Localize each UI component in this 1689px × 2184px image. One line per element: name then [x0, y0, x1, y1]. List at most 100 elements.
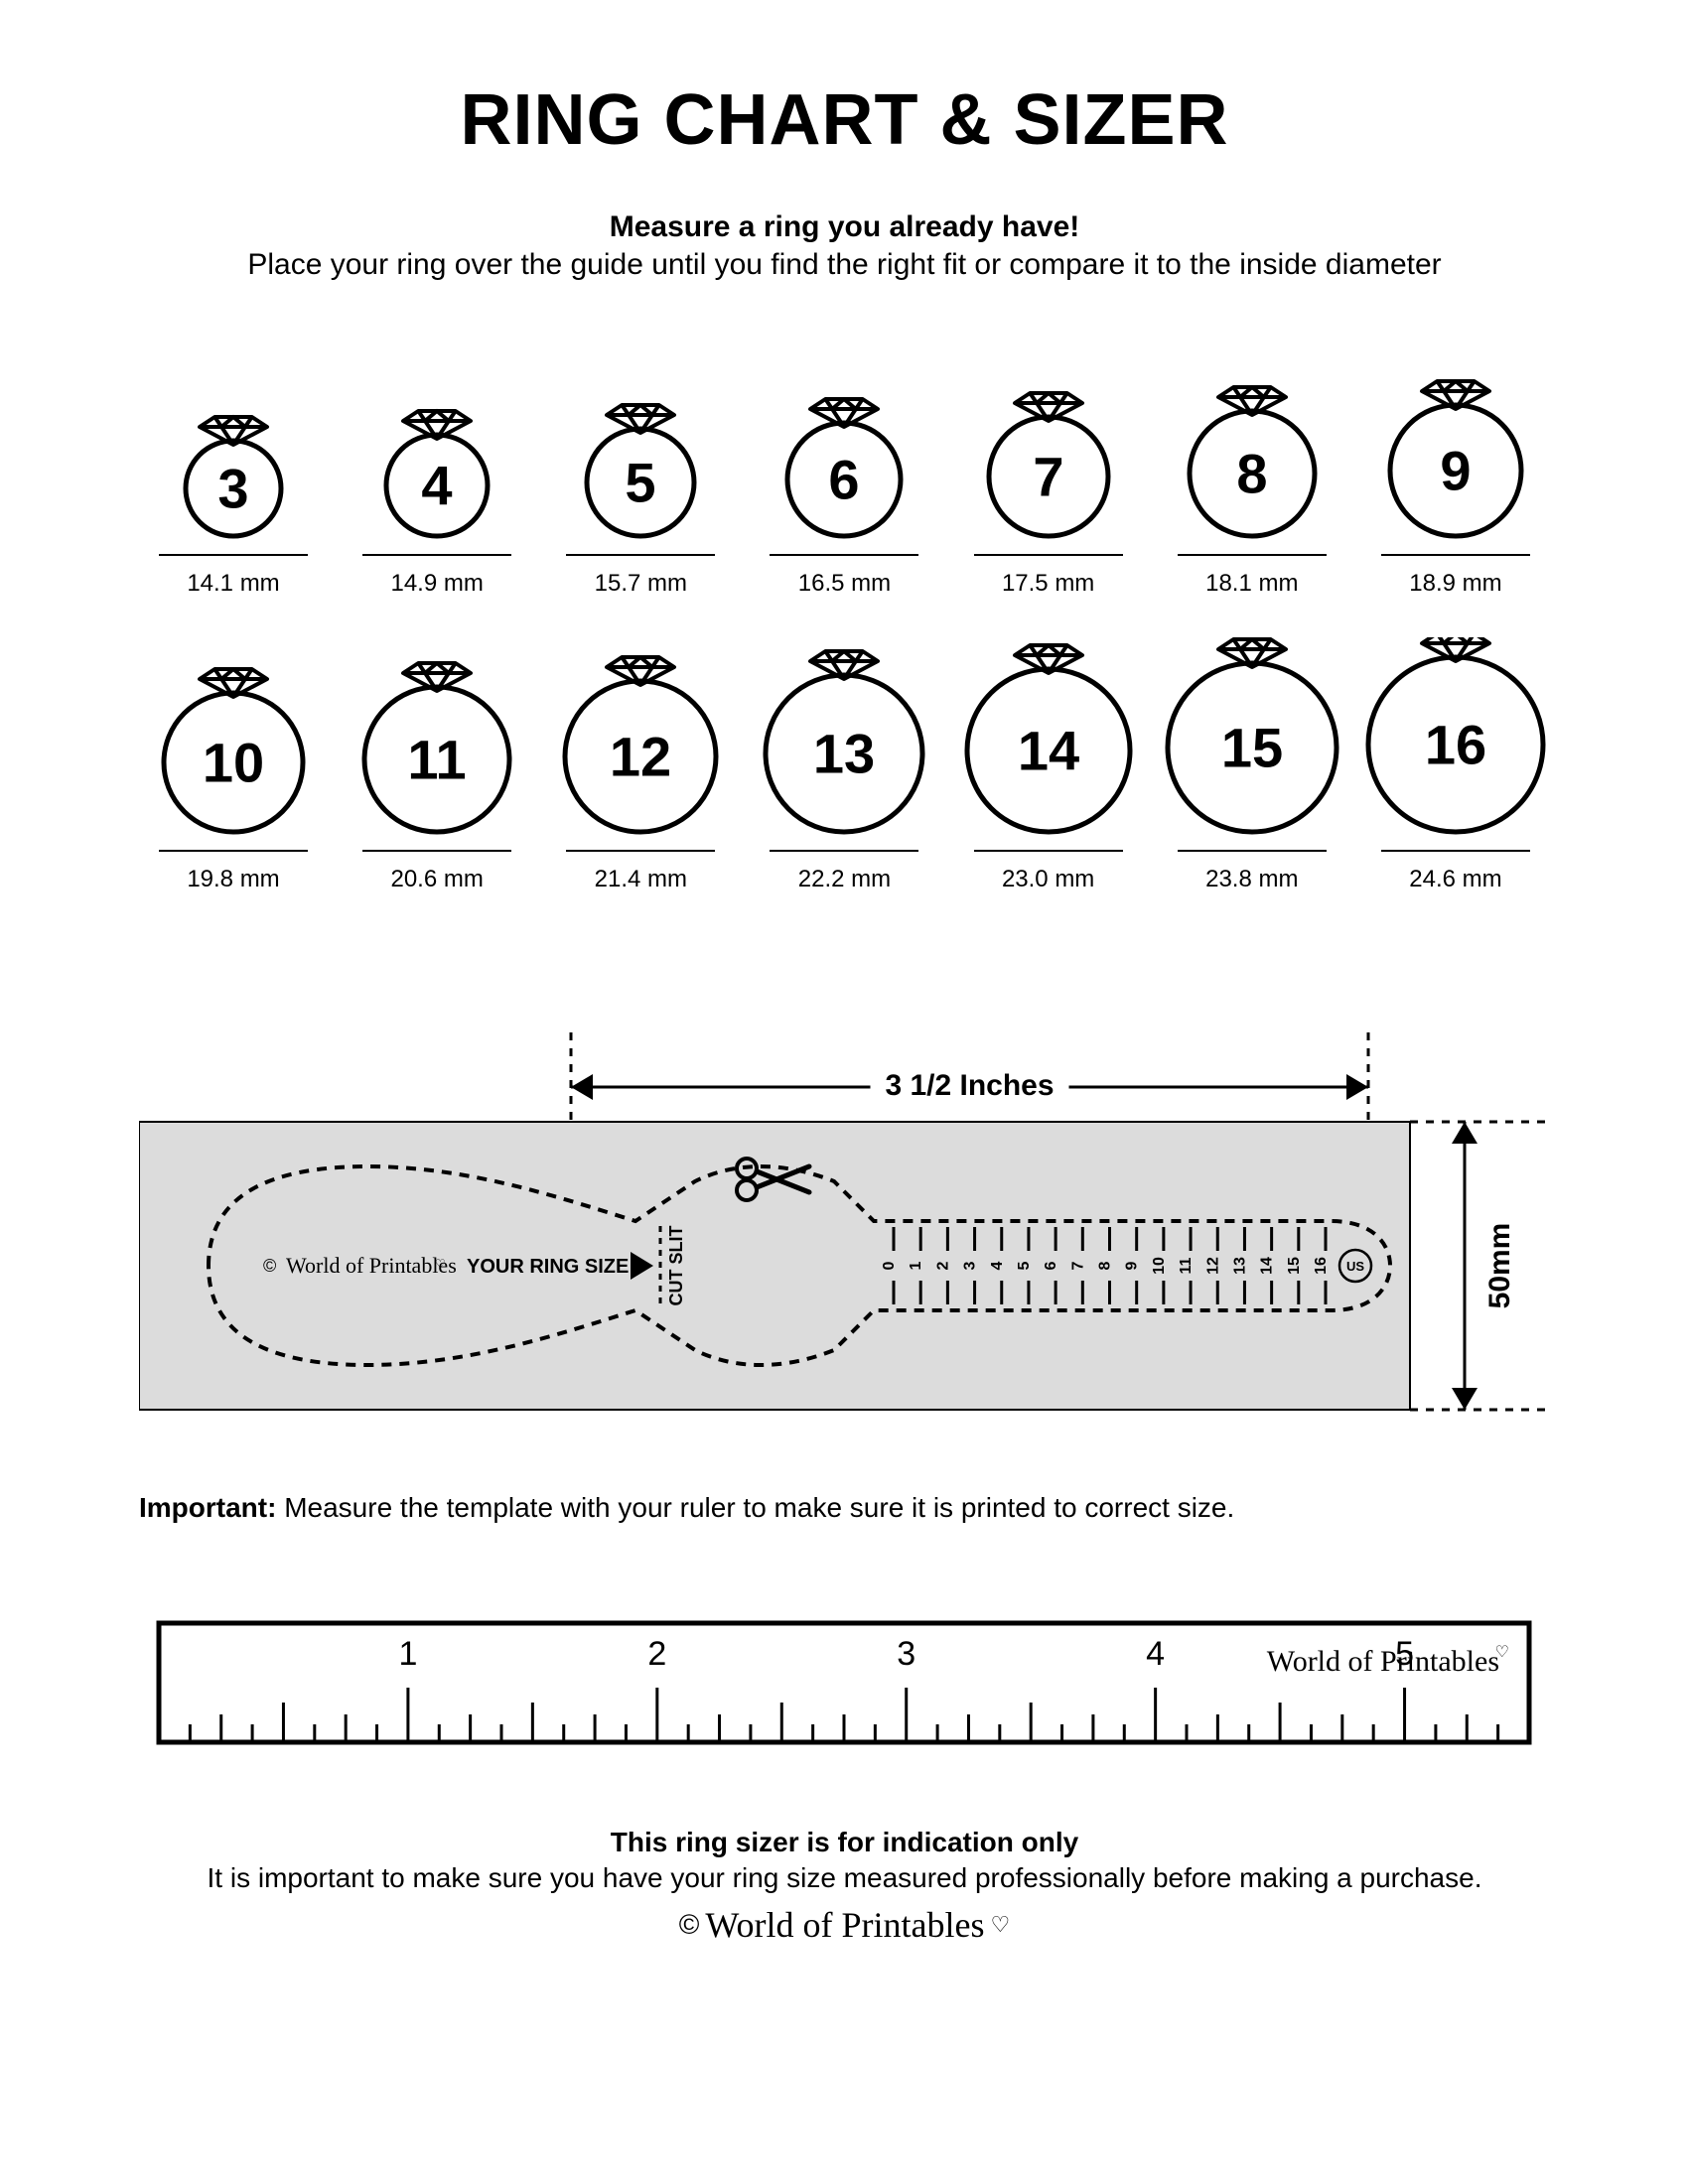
svg-text:♡: ♡	[1495, 1644, 1509, 1661]
ring-underline	[159, 850, 308, 852]
ring-underline	[566, 554, 715, 556]
ring-cell: 13 22.2 mm	[750, 637, 938, 893]
ring-icon: 13	[745, 637, 943, 836]
svg-text:12: 12	[610, 726, 671, 788]
ring-icon: 11	[338, 637, 536, 836]
ring-cell: 12 21.4 mm	[546, 637, 735, 893]
sizer-svg: 3 1/2 Inches 50mm CUT SLIT © World of Printa…	[139, 1013, 1549, 1469]
svg-text:9: 9	[1124, 1261, 1141, 1270]
footer-text: It is important to make sure you have yo…	[208, 1862, 1482, 1893]
svg-text:4: 4	[422, 455, 453, 517]
ring-underline	[362, 554, 511, 556]
svg-text:2: 2	[647, 1635, 666, 1673]
important-note: Important: Measure the template with you…	[139, 1492, 1550, 1524]
ring-cell: 7 17.5 mm	[954, 341, 1143, 598]
ring-underline	[362, 850, 511, 852]
ring-diameter-label: 21.4 mm	[595, 866, 687, 893]
svg-text:8: 8	[1236, 443, 1267, 505]
ring-cell: 818.1 mm	[1158, 341, 1346, 598]
ring-diameter-label: 18.9 mm	[1409, 570, 1501, 598]
ring-grid: 314.1 mm 4 14.9 mm 5 15.7 mm 616.5 mm 7 17.5 mm…	[139, 341, 1550, 893]
ring-diameter-label: 24.6 mm	[1409, 866, 1501, 893]
ring-underline	[770, 554, 918, 556]
svg-text:1: 1	[398, 1635, 417, 1673]
svg-text:US: US	[1346, 1259, 1364, 1274]
ring-diameter-label: 23.0 mm	[1002, 866, 1094, 893]
svg-text:16: 16	[1313, 1257, 1330, 1275]
ruler-section: 12345World of Printables♡	[139, 1603, 1550, 1767]
ring-icon: 8	[1153, 341, 1351, 540]
svg-text:©: ©	[263, 1256, 276, 1276]
svg-text:4: 4	[1146, 1635, 1165, 1673]
ring-underline	[1381, 850, 1530, 852]
ring-underline	[1178, 850, 1327, 852]
svg-text:7: 7	[1033, 446, 1063, 508]
sizer-section: 3 1/2 Inches 50mm CUT SLIT © World of Printa…	[139, 1013, 1550, 1524]
svg-text:13: 13	[1231, 1257, 1248, 1275]
svg-text:CUT SLIT: CUT SLIT	[666, 1226, 686, 1306]
ring-diameter-label: 14.1 mm	[187, 570, 279, 598]
svg-text:15: 15	[1221, 717, 1283, 779]
important-label: Important:	[139, 1492, 276, 1523]
svg-text:5: 5	[1016, 1261, 1033, 1270]
svg-text:8: 8	[1097, 1261, 1114, 1270]
ring-underline	[974, 554, 1123, 556]
svg-text:15: 15	[1286, 1257, 1303, 1275]
svg-text:0: 0	[881, 1261, 898, 1270]
ring-diameter-label: 20.6 mm	[390, 866, 483, 893]
svg-text:3 1/2 Inches: 3 1/2 Inches	[885, 1069, 1054, 1102]
ring-cell: 15 23.8 mm	[1158, 637, 1346, 893]
svg-text:5: 5	[626, 452, 656, 514]
svg-text:World of Printables: World of Printables	[1267, 1645, 1499, 1678]
svg-text:World of Printables: World of Printables	[286, 1253, 457, 1278]
ring-diameter-label: 23.8 mm	[1205, 866, 1298, 893]
ring-icon: 12	[541, 637, 740, 836]
svg-text:11: 11	[408, 729, 467, 791]
ring-diameter-label: 15.7 mm	[595, 570, 687, 598]
svg-text:6: 6	[1043, 1261, 1059, 1270]
svg-text:2: 2	[934, 1261, 951, 1270]
ring-cell: 9 18.9 mm	[1361, 341, 1550, 598]
ring-icon: 7	[949, 341, 1148, 540]
ring-icon: 14	[949, 637, 1148, 836]
ring-icon: 6	[745, 341, 943, 540]
svg-text:9: 9	[1440, 440, 1471, 502]
ruler-svg: 12345World of Printables♡	[139, 1603, 1549, 1762]
svg-text:1: 1	[908, 1261, 924, 1270]
subtitle-text: Place your ring over the guide until you…	[247, 248, 1441, 281]
svg-text:4: 4	[989, 1261, 1006, 1270]
svg-text:50mm: 50mm	[1483, 1223, 1516, 1309]
ring-diameter-label: 14.9 mm	[390, 570, 483, 598]
ring-cell: 16 24.6 mm	[1361, 637, 1550, 893]
ring-diameter-label: 19.8 mm	[187, 866, 279, 893]
ring-icon: 9	[1356, 341, 1555, 540]
ring-cell: 11 20.6 mm	[343, 637, 531, 893]
ring-cell: 4 14.9 mm	[343, 341, 531, 598]
svg-text:6: 6	[829, 449, 860, 511]
svg-text:11: 11	[1178, 1257, 1195, 1274]
ring-underline	[159, 554, 308, 556]
ring-diameter-label: 17.5 mm	[1002, 570, 1094, 598]
ring-icon: 10	[134, 637, 333, 836]
subtitle-bold: Measure a ring you already have!	[139, 210, 1550, 244]
svg-text:10: 10	[1151, 1257, 1168, 1275]
ring-cell: 10 19.8 mm	[139, 637, 328, 893]
ring-underline	[566, 850, 715, 852]
svg-text:10: 10	[203, 732, 264, 794]
svg-text:16: 16	[1425, 714, 1486, 776]
page-title: RING CHART & SIZER	[139, 79, 1550, 161]
ring-icon: 5	[541, 341, 740, 540]
ring-icon: 4	[338, 341, 536, 540]
ring-cell: 1423.0 mm	[954, 637, 1143, 893]
footer-bold: This ring sizer is for indication only	[139, 1827, 1550, 1858]
svg-text:13: 13	[813, 723, 875, 785]
ring-underline	[1381, 554, 1530, 556]
ring-cell: 616.5 mm	[750, 341, 938, 598]
ring-cell: 314.1 mm	[139, 341, 328, 598]
ring-cell: 5 15.7 mm	[546, 341, 735, 598]
footer-brand: © World of Printables ♡	[679, 1904, 1010, 1946]
ring-underline	[974, 850, 1123, 852]
svg-text:3: 3	[962, 1261, 979, 1270]
ring-icon: 15	[1153, 637, 1351, 836]
ring-diameter-label: 22.2 mm	[798, 866, 891, 893]
